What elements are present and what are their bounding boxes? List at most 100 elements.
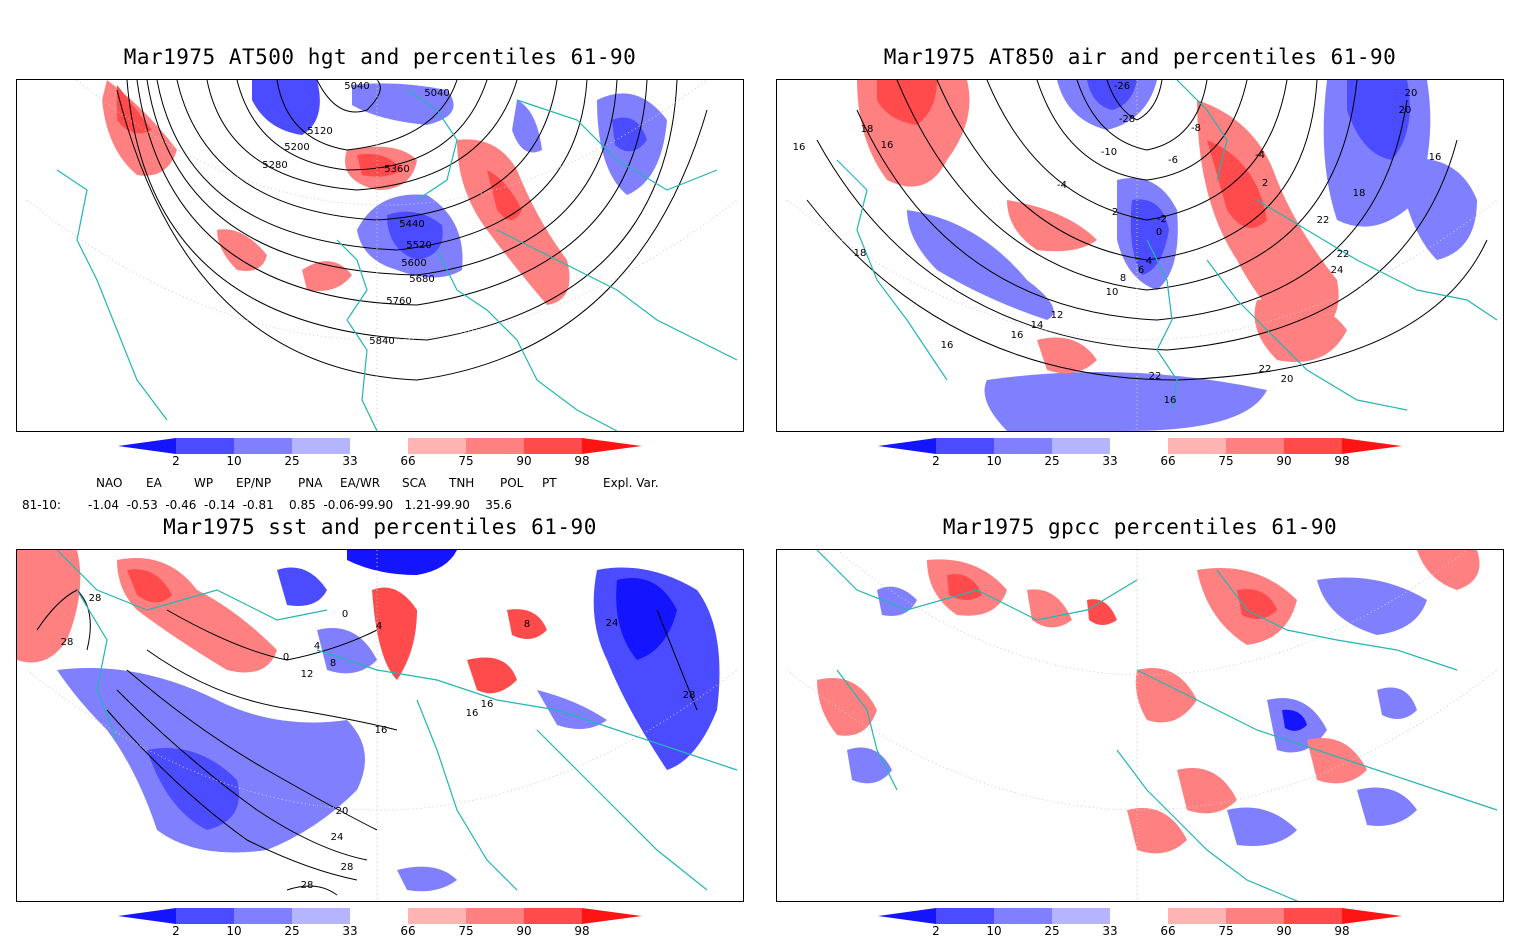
contour-label: 5760 xyxy=(386,296,411,307)
contour-line xyxy=(116,689,368,861)
panel-title-850air: Mar1975 AT850 air and percentiles 61-90 xyxy=(883,45,1397,69)
colorbar-swatches xyxy=(878,438,1402,454)
contour-label: -28 xyxy=(1119,114,1135,125)
anomaly-blob xyxy=(1347,80,1410,160)
anomaly-blob xyxy=(467,657,517,694)
panel-title-sst: Mar1975 sst and percentiles 61-90 xyxy=(163,515,597,539)
contour-label: 16 xyxy=(481,699,494,710)
anomaly-blob xyxy=(612,117,647,152)
contour-label: 0 xyxy=(283,652,289,663)
anomaly-blob xyxy=(616,578,677,660)
contour-label: 12 xyxy=(301,669,314,680)
contour-label: 5200 xyxy=(284,142,309,153)
anomaly-blob xyxy=(1227,807,1297,846)
colorbar-sst: 2 10 25 33 66 75 90 98 xyxy=(118,908,648,940)
map-850air-canvas: -26 -28 -10 -8 -6 -4 -4 2 -2 0 2 4 6 8 1… xyxy=(786,80,1498,431)
contour-label: 0 xyxy=(1156,227,1162,238)
contour-label: 24 xyxy=(331,832,344,843)
colorbar-tick-label: 10 xyxy=(226,924,242,938)
contour-label: 8 xyxy=(524,619,530,630)
coastline xyxy=(516,99,718,191)
anomaly-blob xyxy=(947,574,982,600)
coastline xyxy=(816,550,1138,621)
contour-label: 16 xyxy=(941,340,954,351)
index-header: NAO xyxy=(96,476,123,490)
colorbar-tick-label: 10 xyxy=(226,454,242,468)
contour-label: -10 xyxy=(1101,147,1117,158)
contour-line xyxy=(1076,80,1208,151)
contour-label: 8 xyxy=(330,658,336,669)
contour-label: -8 xyxy=(1191,123,1201,134)
contour-label: 22 xyxy=(1259,364,1272,375)
anomaly-blob xyxy=(984,372,1267,431)
contour-line xyxy=(126,669,378,831)
teleconnection-index-table: NAO EA WP EP/NP PNA EA/WR SCA TNH POL PT… xyxy=(0,474,700,514)
index-header: EP/NP xyxy=(236,476,272,490)
colorbar-swatches xyxy=(118,908,642,924)
colorbar-swatches xyxy=(118,438,642,454)
anomaly-blob xyxy=(372,587,417,680)
colorbar-tick-label: 75 xyxy=(458,454,474,468)
coastline xyxy=(76,589,118,741)
colorbar-tick-label: 98 xyxy=(574,924,590,938)
contour-label: 4 xyxy=(314,641,320,652)
contour-label: -4 xyxy=(1057,180,1067,191)
contour-line xyxy=(146,649,398,731)
anomaly-blob xyxy=(347,550,457,575)
anomaly-blob xyxy=(1087,80,1137,110)
anomaly-blob xyxy=(1254,298,1347,362)
contour-label: 12 xyxy=(1051,310,1064,321)
colorbar-swatches xyxy=(878,908,1402,924)
anomaly-blob xyxy=(1135,668,1197,723)
anomaly-blob xyxy=(1357,787,1417,826)
anomaly-blob xyxy=(1237,589,1277,619)
contour-label: 18 xyxy=(1353,188,1366,199)
anomaly-blob xyxy=(1377,687,1417,719)
map-gpcc-canvas xyxy=(786,550,1498,901)
colorbar-tick-label: 66 xyxy=(400,454,416,468)
colorbar-tick-label: 10 xyxy=(986,924,1002,938)
colorbar-tick-label: 90 xyxy=(516,924,532,938)
contour-label: 5520 xyxy=(406,240,431,251)
coastline xyxy=(416,699,518,891)
map-500hgt-canvas: 5040 5040 5120 5200 5280 5360 5440 5520 … xyxy=(26,80,738,431)
contour-label: 0 xyxy=(342,609,348,620)
contour-label: 28 xyxy=(301,880,314,891)
coastline xyxy=(1216,569,1458,671)
index-row-values: -1.04 -0.53 -0.46 -0.14 -0.81 0.85 -0.06… xyxy=(88,498,512,512)
contour-line xyxy=(126,80,678,341)
contour-label: 2 xyxy=(1262,178,1268,189)
contour-label: 16 xyxy=(881,140,894,151)
contour-label: 5600 xyxy=(401,258,426,269)
contour-line xyxy=(166,609,378,661)
anomaly-blob xyxy=(387,211,443,260)
contour-label: 8 xyxy=(1120,273,1126,284)
panel-title-500hgt: Mar1975 AT500 hgt and percentiles 61-90 xyxy=(123,45,637,69)
contour-label: 4 xyxy=(1146,256,1152,267)
map-gpcc xyxy=(776,549,1504,902)
contour-label: 16 xyxy=(793,142,806,153)
contour-line xyxy=(286,885,338,896)
contour-line xyxy=(896,80,1358,291)
colorbar-tick-label: 25 xyxy=(1044,924,1060,938)
contour-line xyxy=(116,89,708,381)
coastline xyxy=(56,550,328,621)
colorbar-tick-label: 2 xyxy=(172,924,180,938)
colorbar-tick-label: 33 xyxy=(342,454,358,468)
contour-label: -6 xyxy=(1168,155,1178,166)
coastline xyxy=(836,159,948,381)
contour-line xyxy=(986,80,1288,221)
contour-label: 28 xyxy=(61,637,74,648)
coastline xyxy=(316,649,738,771)
coastline xyxy=(496,229,738,361)
contour-label: 5040 xyxy=(424,88,449,99)
contour-label: 20 xyxy=(1405,88,1418,99)
index-header: POL xyxy=(500,476,524,490)
contour-line xyxy=(156,80,588,251)
contour-label: 5440 xyxy=(399,219,424,230)
colorbar-tick-label: 66 xyxy=(400,924,416,938)
anomaly-blob xyxy=(1037,337,1097,374)
coastline xyxy=(536,729,708,891)
contour-label: 5360 xyxy=(384,164,409,175)
contour-line xyxy=(656,609,698,711)
